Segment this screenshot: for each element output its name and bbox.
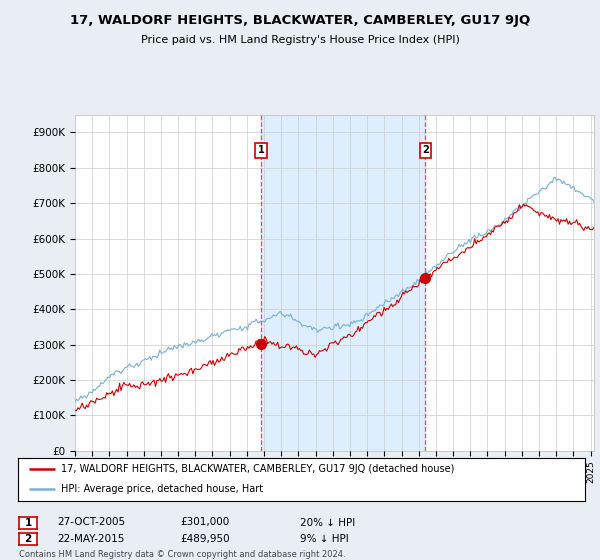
Text: 1: 1 [25, 518, 32, 528]
Text: 22-MAY-2015: 22-MAY-2015 [57, 534, 124, 544]
Text: £301,000: £301,000 [180, 517, 229, 528]
Text: Price paid vs. HM Land Registry's House Price Index (HPI): Price paid vs. HM Land Registry's House … [140, 35, 460, 45]
Text: Contains HM Land Registry data © Crown copyright and database right 2024.
This d: Contains HM Land Registry data © Crown c… [19, 550, 346, 560]
Text: 2: 2 [422, 145, 429, 155]
Text: £489,950: £489,950 [180, 534, 230, 544]
Text: 9% ↓ HPI: 9% ↓ HPI [300, 534, 349, 544]
Text: HPI: Average price, detached house, Hart: HPI: Average price, detached house, Hart [61, 484, 263, 494]
Text: 2: 2 [25, 534, 32, 544]
Text: 17, WALDORF HEIGHTS, BLACKWATER, CAMBERLEY, GU17 9JQ: 17, WALDORF HEIGHTS, BLACKWATER, CAMBERL… [70, 14, 530, 27]
Text: 1: 1 [257, 145, 265, 155]
Text: 27-OCT-2005: 27-OCT-2005 [57, 517, 125, 528]
Text: 20% ↓ HPI: 20% ↓ HPI [300, 517, 355, 528]
Bar [261, 115, 425, 451]
Text: 17, WALDORF HEIGHTS, BLACKWATER, CAMBERLEY, GU17 9JQ (detached house): 17, WALDORF HEIGHTS, BLACKWATER, CAMBERL… [61, 464, 454, 474]
